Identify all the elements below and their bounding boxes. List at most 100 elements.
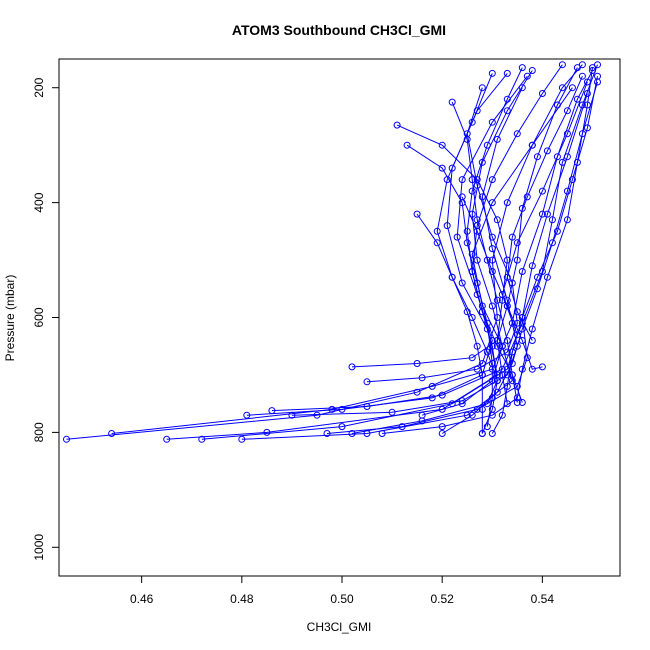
- series-group: [63, 61, 601, 443]
- data-point: [363, 378, 371, 386]
- data-point: [493, 342, 501, 350]
- data-point: [503, 95, 511, 103]
- data-point: [563, 107, 571, 115]
- data-point: [553, 153, 561, 161]
- data-point: [488, 268, 496, 275]
- data-point: [498, 342, 506, 350]
- data-point: [533, 273, 541, 281]
- data-point: [488, 245, 496, 253]
- data-point: [443, 222, 451, 230]
- data-point: [478, 308, 486, 316]
- data-point: [528, 337, 536, 344]
- data-point: [528, 67, 536, 74]
- y-axis-label: Pressure (mbar): [3, 275, 17, 362]
- x-tick-label: 0.54: [531, 592, 555, 606]
- series-line-20: [461, 196, 543, 370]
- data-point: [518, 268, 526, 275]
- data-point: [163, 435, 171, 443]
- series-line-23: [471, 64, 563, 403]
- data-point: [473, 256, 481, 264]
- y-tick-label: 1000: [32, 534, 46, 561]
- data-point: [523, 193, 531, 201]
- data-point: [488, 118, 496, 126]
- data-point: [558, 84, 566, 92]
- data-point: [548, 216, 556, 224]
- data-point: [448, 273, 456, 281]
- data-point: [503, 302, 511, 310]
- data-point: [513, 308, 521, 316]
- y-tick-label: 800: [32, 422, 46, 442]
- y-tick-label: 200: [32, 77, 46, 97]
- data-point: [563, 216, 571, 224]
- data-point: [528, 141, 536, 149]
- data-point: [483, 423, 491, 431]
- data-point: [543, 273, 551, 281]
- data-point: [238, 435, 246, 443]
- data-point: [538, 210, 546, 218]
- data-point: [473, 222, 481, 230]
- data-point: [448, 98, 456, 106]
- data-point: [493, 135, 501, 143]
- data-point: [433, 239, 441, 247]
- data-point: [488, 69, 496, 77]
- data-point: [488, 394, 496, 402]
- data-point: [503, 337, 511, 344]
- data-point: [458, 193, 466, 201]
- data-point: [428, 394, 436, 402]
- data-point: [488, 199, 496, 207]
- data-point: [518, 365, 526, 373]
- data-point: [483, 141, 491, 149]
- data-point: [503, 382, 511, 390]
- data-point: [488, 377, 496, 385]
- data-point: [378, 430, 386, 437]
- data-point: [403, 141, 411, 149]
- x-axis: 0.46 0.48 0.50 0.52 0.54: [130, 576, 554, 606]
- data-point: [513, 130, 521, 138]
- data-point: [488, 302, 496, 310]
- data-point: [513, 239, 521, 247]
- data-point: [518, 399, 526, 406]
- data-point: [458, 176, 466, 184]
- series-line-24: [506, 76, 583, 341]
- data-point: [463, 227, 471, 235]
- data-point: [468, 250, 476, 258]
- data-point: [468, 176, 476, 184]
- data-point: [543, 147, 551, 155]
- data-point: [428, 382, 436, 390]
- data-point: [488, 430, 496, 437]
- data-point: [568, 84, 576, 92]
- data-point: [448, 164, 456, 172]
- data-point: [468, 187, 476, 195]
- data-point: [538, 90, 546, 97]
- data-point: [473, 107, 481, 115]
- series-line-22: [491, 76, 598, 434]
- data-point: [508, 233, 516, 241]
- data-point: [433, 227, 441, 235]
- data-point: [589, 64, 596, 72]
- data-point: [558, 61, 566, 69]
- data-point: [548, 239, 556, 247]
- series-line-3: [166, 73, 508, 440]
- data-point: [243, 411, 251, 419]
- data-point: [478, 371, 486, 379]
- series-line-18: [421, 70, 533, 416]
- data-point: [108, 430, 116, 437]
- data-point: [538, 363, 546, 371]
- x-tick-label: 0.50: [330, 592, 354, 606]
- data-point: [493, 377, 501, 385]
- data-point: [413, 388, 421, 396]
- data-point: [533, 153, 541, 161]
- data-point: [478, 84, 486, 92]
- data-point: [503, 199, 511, 207]
- chart-title: ATOM3 Southbound CH3Cl_GMI: [232, 22, 446, 38]
- data-point: [503, 107, 511, 115]
- data-point: [578, 72, 586, 80]
- data-point: [513, 399, 521, 406]
- data-point: [338, 423, 346, 431]
- data-point: [518, 84, 526, 92]
- data-point: [483, 319, 491, 327]
- data-point: [458, 279, 466, 287]
- series-line-13: [382, 67, 593, 434]
- data-point: [348, 430, 356, 437]
